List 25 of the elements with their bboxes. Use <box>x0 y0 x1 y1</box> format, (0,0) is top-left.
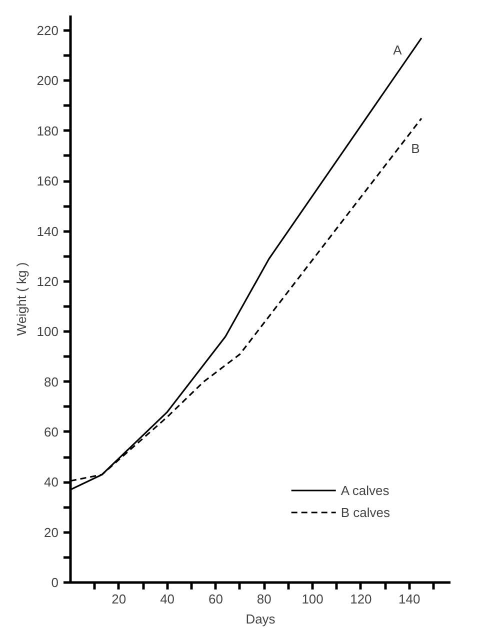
x-tick-label: 40 <box>160 592 175 606</box>
legend-label: A calves <box>340 482 390 498</box>
y-tick-label: 180 <box>36 123 59 138</box>
x-tick-label: 80 <box>256 592 272 606</box>
y-tick-label: 0 <box>51 575 59 590</box>
x-tick-label: 100 <box>302 592 324 606</box>
y-tick-label: 140 <box>36 224 59 239</box>
y-tick-label: 60 <box>44 424 59 440</box>
annotation: B <box>411 140 420 156</box>
legend-label: B calves <box>340 504 390 520</box>
y-tick-label: 20 <box>44 524 59 540</box>
y-axis-title: Weight ( kg ) <box>14 262 29 336</box>
x-axis-title: Days <box>246 612 276 626</box>
x-tick-label: 60 <box>208 592 223 606</box>
x-tick-label: 140 <box>398 592 420 606</box>
y-tick-label: 40 <box>44 474 59 490</box>
x-tick-label: 20 <box>112 592 126 606</box>
y-tick-label: 80 <box>44 374 59 390</box>
y-tick-label: 160 <box>36 174 59 189</box>
annotation: A <box>393 42 402 58</box>
y-tick-label: 220 <box>36 23 59 38</box>
y-tick-label: 120 <box>36 274 59 289</box>
y-tick-label: 200 <box>36 73 59 88</box>
x-tick-label: 120 <box>350 592 372 606</box>
y-tick-label: 100 <box>36 324 59 340</box>
